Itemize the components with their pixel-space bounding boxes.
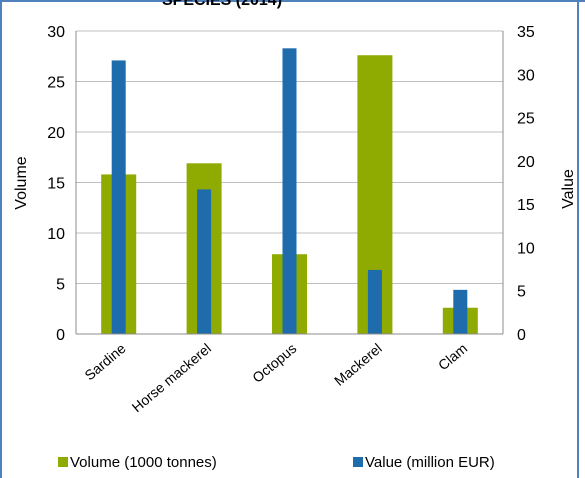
bar-value [197,189,212,334]
legend-label: Value (million EUR) [365,454,495,471]
tick-labels: 0 5 10 15 20 25 30 0 5 10 15 20 25 30 35 [47,24,535,344]
y-left-tick-label: 30 [47,24,65,41]
y-right-tick-label: 20 [517,154,535,171]
bar-value [282,48,297,335]
y-right-tick-label: 30 [517,67,535,84]
y-left-tick-label: 20 [47,125,65,142]
y-axis-right-title: Value [560,169,577,209]
x-category-label: Clam [435,340,470,373]
y-left-tick-label: 25 [47,75,65,92]
legend-swatch [58,457,68,467]
y-left-tick-label: 10 [47,226,65,243]
legend-swatch [353,457,363,467]
y-left-tick-label: 5 [56,277,65,294]
y-right-tick-label: 0 [517,327,526,344]
y-right-tick-label: 35 [517,24,535,41]
x-category-label: Octopus [249,340,299,386]
y-left-tick-label: 15 [47,176,65,193]
bar-value [367,269,382,334]
y-right-tick-label: 25 [517,111,535,128]
x-category-label: Horse mackerel [129,340,214,415]
legend: Volume (1000 tonnes) Value (million EUR) [58,454,495,471]
legend-label: Volume (1000 tonnes) [70,454,217,471]
x-category-label: Mackerel [331,340,385,389]
category-labels: Sardine Horse mackerel Octopus Mackerel Clam [81,340,470,415]
bar-value [111,60,126,334]
y-axis-left-title: Volume [13,156,30,209]
bar-value [453,289,468,334]
axes [75,31,504,335]
y-right-tick-label: 10 [517,240,535,257]
y-right-tick-label: 15 [517,197,535,214]
y-left-tick-label: 0 [56,327,65,344]
x-category-label: Sardine [81,340,128,383]
chart-title: SPECIES (2014) [162,0,282,9]
bars [101,48,478,335]
y-right-tick-label: 5 [517,284,526,301]
